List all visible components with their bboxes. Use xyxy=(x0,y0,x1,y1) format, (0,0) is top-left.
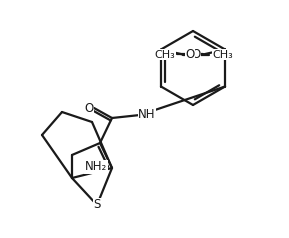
Text: O: O xyxy=(185,48,194,61)
Text: S: S xyxy=(93,198,101,212)
Text: O: O xyxy=(191,48,201,61)
Text: CH₃: CH₃ xyxy=(213,50,233,60)
Text: NH: NH xyxy=(138,109,156,122)
Text: O: O xyxy=(84,101,94,114)
Text: CH₃: CH₃ xyxy=(155,50,175,60)
Text: NH₂: NH₂ xyxy=(85,160,107,174)
